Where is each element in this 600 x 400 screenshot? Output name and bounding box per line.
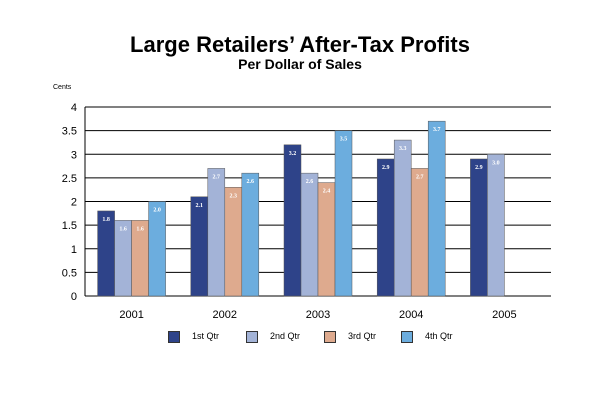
data-label: 2.7 <box>213 174 221 180</box>
data-label: 2.9 <box>382 165 390 171</box>
y-tick-label: 2 <box>71 197 77 209</box>
legend-label: 1st Qtr <box>192 331 220 341</box>
bar <box>97 210 115 297</box>
bar <box>334 130 353 297</box>
x-tick-label: 2001 <box>119 309 143 321</box>
data-label: 1.6 <box>119 226 127 232</box>
data-label: 2.7 <box>416 174 424 180</box>
bar <box>410 168 429 297</box>
legend: 1st Qtr 2nd Qtr 3rd Qtr 4th Qtr <box>0 330 600 346</box>
bar <box>376 158 395 297</box>
data-label: 3.2 <box>289 151 297 157</box>
bar <box>300 172 319 297</box>
legend-swatch <box>168 331 180 343</box>
bar <box>283 144 302 297</box>
data-label: 1.8 <box>102 217 110 223</box>
bar <box>224 187 243 297</box>
y-tick-label: 1.5 <box>62 220 77 232</box>
legend-swatch <box>401 331 413 343</box>
y-tick-label: 2.5 <box>62 173 77 185</box>
chart-title: Large Retailers’ After-Tax Profits <box>130 32 470 57</box>
data-label: 3.5 <box>340 137 348 143</box>
x-tick-label: 2005 <box>492 309 516 321</box>
x-tick-label: 2004 <box>399 309 423 321</box>
bar <box>190 196 209 297</box>
x-tick-label: 2002 <box>213 309 237 321</box>
data-label: 3.3 <box>399 146 407 152</box>
legend-swatch <box>246 331 258 343</box>
data-label: 2.4 <box>323 189 331 195</box>
y-tick-label: 3.5 <box>62 126 77 138</box>
y-tick-label: 1 <box>71 244 77 256</box>
data-label: 2.0 <box>153 208 161 214</box>
data-label: 1.6 <box>136 226 144 232</box>
y-axis-unit-label: Cents <box>53 84 72 91</box>
data-label: 2.1 <box>196 203 204 209</box>
legend-label: 4th Qtr <box>425 331 453 341</box>
y-tick-label: 4 <box>71 102 77 114</box>
y-tick-label: 3 <box>71 149 77 161</box>
data-label: 2.9 <box>475 165 483 171</box>
bar <box>207 168 226 297</box>
legend-swatch <box>324 331 336 343</box>
x-tick-label: 2003 <box>306 309 330 321</box>
data-label: 2.6 <box>247 179 255 185</box>
legend-label: 2nd Qtr <box>270 331 301 341</box>
bar <box>148 201 166 297</box>
chart-subtitle: Per Dollar of Sales <box>238 56 362 72</box>
data-label: 2.3 <box>230 193 238 199</box>
y-tick-label: 0.5 <box>62 267 77 279</box>
bar <box>241 172 260 297</box>
data-label: 2.6 <box>306 179 314 185</box>
bar <box>427 120 446 297</box>
bar <box>393 139 412 297</box>
bar <box>487 154 505 297</box>
data-label: 3.0 <box>492 160 500 166</box>
bar <box>470 158 488 297</box>
data-label: 3.7 <box>433 127 441 133</box>
legend-label: 3rd Qtr <box>348 331 377 341</box>
y-tick-label: 0 <box>71 291 77 303</box>
bar <box>317 182 336 297</box>
